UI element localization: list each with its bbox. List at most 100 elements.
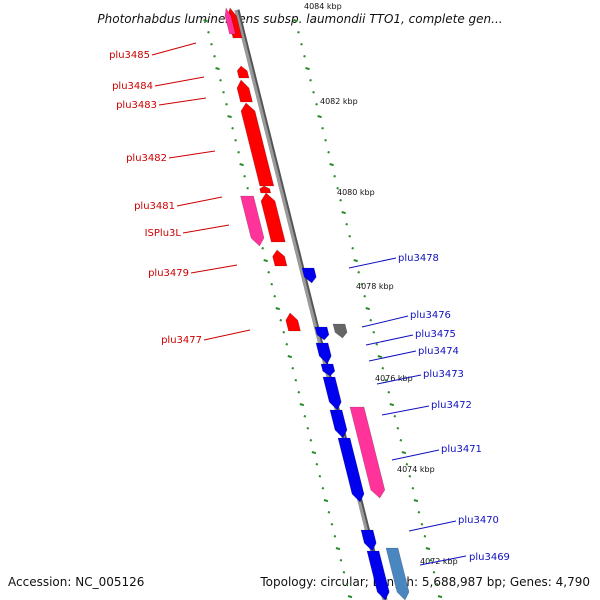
tick-mark [321,127,324,130]
gene-label[interactable]: plu3484 [112,81,153,92]
tick-marks-left [203,19,353,599]
tick-mark [267,271,271,274]
gene-leader-line [391,449,440,461]
scale-label: 4084 kbp [304,2,342,11]
sequence-backbone [234,9,388,600]
tick-mark [437,595,443,599]
tick-mark [389,403,395,407]
tick-mark [375,343,379,346]
gene-label[interactable]: plu3474 [418,346,459,357]
gene-label[interactable]: plu3477 [161,335,202,346]
tick-mark [432,571,436,574]
tick-mark [399,439,403,442]
gene-plu3474b [320,363,336,377]
tick-mark [377,355,383,359]
tick-mark [215,67,220,71]
gene-label[interactable]: plu3483 [116,100,157,111]
tick-mark [333,535,337,538]
tick-mark [353,259,358,263]
tick-mark [339,559,343,562]
tick-mark [413,499,419,503]
tick-mark [327,151,330,154]
gene-leader-line [419,555,467,566]
tick-mark [339,199,342,202]
scale-label: 4082 kbp [320,97,358,106]
gene-leader-line [408,520,457,532]
tick-mark [384,379,388,382]
topology-text: Topology: circular; Length: 5,688,987 bp… [259,575,590,589]
tick-mark [372,331,376,334]
gene-label[interactable]: plu3469 [469,552,510,563]
gene-label[interactable]: ISPlu3L [145,228,182,239]
tick-mark [203,19,208,23]
gene-label[interactable]: plu3479 [148,268,189,279]
scale-label: 4078 kbp [356,282,394,291]
gene-leader-line [381,405,430,416]
gene-plu3472 [349,406,386,499]
tick-mark [324,139,327,142]
gene-plu3485-part [224,7,236,35]
gene-label[interactable]: plu3478 [398,253,439,264]
tick-marks-right [293,19,443,599]
gene-leader-line [182,224,230,234]
tick-mark [263,259,268,263]
gene-label[interactable]: plu3482 [126,153,167,164]
tick-mark [401,451,407,455]
tick-mark [405,463,409,466]
gene-label[interactable]: plu3470 [458,515,499,526]
gene-plu3476 [332,323,348,339]
tick-mark [237,151,240,154]
tick-mark [273,295,277,298]
forward-gene-labels: plu3485 plu3484 plu3483 plu3482 plu3481 … [109,42,251,346]
tick-mark [306,427,310,430]
gene-plu3473b [329,409,348,439]
gene-leader-line [368,350,417,362]
tick-mark [299,403,305,407]
gene-leader-line [158,97,207,106]
tick-mark [435,583,439,586]
gene-label[interactable]: plu3485 [109,50,150,61]
tick-mark [347,595,353,599]
tick-mark [315,103,318,106]
gene-leader-line [190,264,238,274]
gene-label[interactable]: plu3473 [423,369,464,380]
tick-mark [309,439,313,442]
backbone-line [234,9,386,600]
gene-label[interactable]: plu3481 [134,201,175,212]
gene-label[interactable]: plu3471 [441,444,482,455]
gene-plu3469 [385,547,410,600]
scale-label: 4076 kbp [375,374,413,383]
gene-label[interactable]: plu3475 [415,329,456,340]
tick-mark [342,571,346,574]
accession-text: Accession: NC_005126 [8,575,144,589]
tick-mark [321,487,325,490]
tick-mark [309,79,312,82]
tick-mark [305,67,310,71]
gene-plu3470 [360,529,377,552]
tick-mark [417,511,421,514]
tick-mark [311,451,317,455]
tick-mark [318,475,322,478]
tick-mark [345,583,349,586]
gene-label[interactable]: plu3472 [431,400,472,411]
gene-leader-line [361,315,409,328]
tick-mark [210,43,213,46]
scale-label: 4080 kbp [337,188,375,197]
tick-mark [297,391,301,394]
tick-mark [279,319,283,322]
tick-mark [219,79,222,82]
gene-plu3483 [236,79,253,103]
tick-mark [369,319,373,322]
tick-mark [293,19,298,23]
tick-mark [329,163,334,167]
tick-mark [351,247,354,250]
tick-mark [408,475,412,478]
tick-mark [231,127,234,130]
gene-isplu3l [240,195,265,247]
gene-plu3470b [366,550,390,600]
tick-mark [381,367,385,370]
tick-mark [411,487,415,490]
gene-label[interactable]: plu3476 [410,310,451,321]
